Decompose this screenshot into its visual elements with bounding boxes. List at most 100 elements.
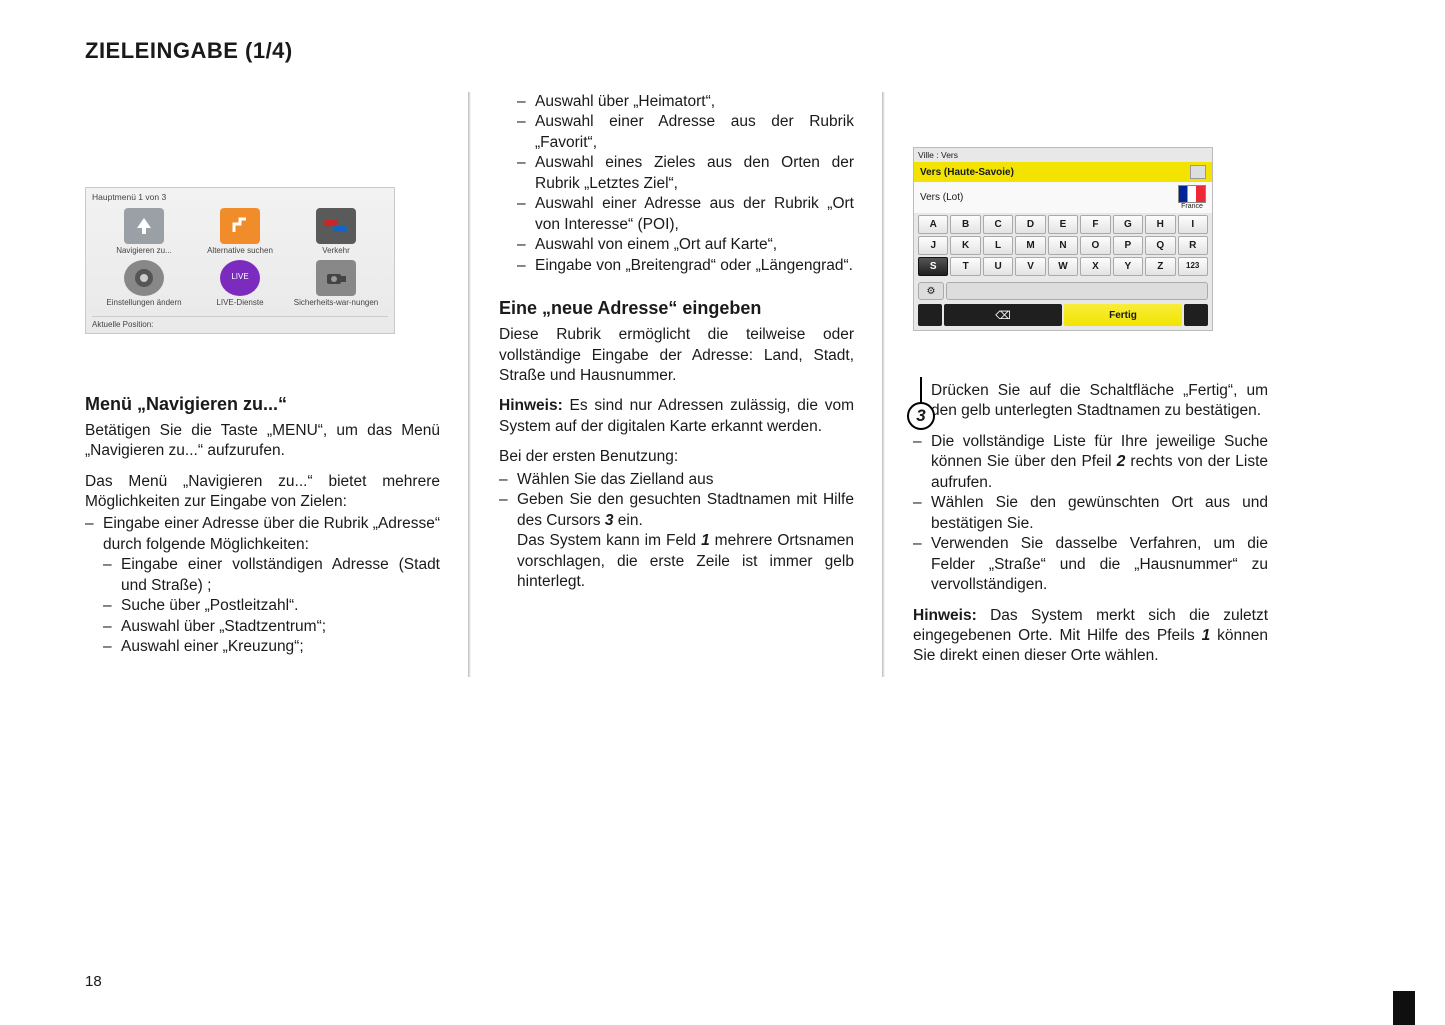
- keyboard-row: A B C D E F G H I: [918, 215, 1208, 234]
- menu-item-traffic: Verkehr: [290, 208, 382, 256]
- key: Z: [1145, 257, 1175, 276]
- key-corner-left: [918, 304, 942, 326]
- column-separator: [468, 92, 471, 677]
- key: G: [1113, 215, 1143, 234]
- menu-label: Verkehr: [322, 246, 350, 255]
- note-paragraph: Hinweis: Es sind nur Adressen zulässig, …: [499, 396, 854, 437]
- list-icon: [1190, 165, 1206, 179]
- menu-item-alternative: Alternative suchen: [194, 208, 286, 256]
- key: T: [950, 257, 980, 276]
- key: K: [950, 236, 980, 255]
- key: P: [1113, 236, 1143, 255]
- list-item: Auswahl über „Heimatort“,: [517, 92, 854, 112]
- list-text: Eingabe einer Adresse über die Rubrik „A…: [103, 515, 440, 552]
- callout-3: 3: [907, 402, 935, 430]
- flag-label: France: [1178, 203, 1206, 210]
- list-item: Wählen Sie den gewünschten Ort aus und b…: [913, 493, 1268, 534]
- column-separator: [882, 92, 885, 677]
- ref-number: 3: [605, 512, 614, 529]
- ref-number: 1: [701, 532, 710, 549]
- list-item: Wählen Sie das Zielland aus: [499, 470, 854, 490]
- spacebar: [946, 282, 1208, 300]
- menu-label: LIVE-Dienste: [216, 298, 263, 307]
- list-item: Die vollständige Liste für Ihre jeweilig…: [913, 432, 1268, 493]
- list-text: ein.: [614, 512, 643, 529]
- list-item: Eingabe einer Adresse über die Rubrik „A…: [85, 514, 440, 657]
- result-highlighted: Vers (Haute-Savoie): [914, 162, 1212, 182]
- list-item: Auswahl einer Adresse aus der Rubrik „Or…: [517, 194, 854, 235]
- list-item: Eingabe von „Breitengrad“ oder „Längengr…: [517, 256, 854, 276]
- columns: Hauptmenü 1 von 3 Navigieren zu... Alter…: [85, 92, 1380, 677]
- keyboard-figure: 1 2 3 Ville : Vers Vers (Haute-Savoie) V…: [913, 147, 1223, 331]
- key: E: [1048, 215, 1078, 234]
- result-row: Vers (Lot) France: [914, 182, 1212, 213]
- menu-screenshot: Hauptmenü 1 von 3 Navigieren zu... Alter…: [85, 187, 395, 334]
- list-item: Auswahl über „Stadtzentrum“;: [103, 617, 440, 637]
- key-active: S: [918, 257, 948, 276]
- key: M: [1015, 236, 1045, 255]
- key: C: [983, 215, 1013, 234]
- section-heading-navigate: Menü „Navigieren zu...“: [85, 394, 440, 415]
- key-corner-right: [1184, 304, 1208, 326]
- list-text: Das System kann im Feld: [517, 532, 701, 549]
- key: I: [1178, 215, 1208, 234]
- cars-icon: [316, 208, 356, 244]
- menu-header: Hauptmenü 1 von 3: [92, 192, 388, 202]
- list-item: Auswahl von einem „Ort auf Karte“,: [517, 235, 854, 255]
- list-item: Auswahl eines Zieles aus den Orten der R…: [517, 153, 854, 194]
- list-item: Eingabe einer vollständigen Adresse (Sta…: [103, 555, 440, 596]
- key: L: [983, 236, 1013, 255]
- key: U: [983, 257, 1013, 276]
- menu-label: Sicherheits-war-nungen: [294, 298, 379, 307]
- key: Q: [1145, 236, 1175, 255]
- list-item: Suche über „Postleitzahl“.: [103, 596, 440, 616]
- done-key: Fertig: [1064, 304, 1182, 326]
- key: Y: [1113, 257, 1143, 276]
- menu-label: Navigieren zu...: [116, 246, 172, 255]
- key: F: [1080, 215, 1110, 234]
- key: W: [1048, 257, 1078, 276]
- menu-item-navigate: Navigieren zu...: [98, 208, 190, 256]
- paragraph: Diese Rubrik ermöglicht die teilweise od…: [499, 325, 854, 386]
- arrow-up-icon: [124, 208, 164, 244]
- column-2: Auswahl über „Heimatort“, Auswahl einer …: [499, 92, 854, 677]
- paragraph: Betätigen Sie die Taste „MENU“, um das M…: [85, 421, 440, 462]
- page-edge-tab: [1393, 991, 1415, 1025]
- list-text: Geben Sie den gesuchten Stadtnamen mit H…: [517, 491, 854, 528]
- key: D: [1015, 215, 1045, 234]
- key: O: [1080, 236, 1110, 255]
- page-title: ZIELEINGABE (1/4): [85, 38, 1380, 64]
- paragraph: Drücken Sie auf die Schaltfläche „Fertig…: [913, 381, 1268, 422]
- key: N: [1048, 236, 1078, 255]
- menu-label: Einstellungen ändern: [106, 298, 181, 307]
- backspace-key: ⌫: [944, 304, 1062, 326]
- page-number: 18: [85, 973, 102, 990]
- menu-item-safety: Sicherheits-war-nungen: [290, 260, 382, 308]
- keyboard-row: J K L M N O P Q R: [918, 236, 1208, 255]
- gear-icon: ⚙: [918, 282, 944, 300]
- callout-line: [920, 377, 922, 403]
- column-3: 1 2 3 Ville : Vers Vers (Haute-Savoie) V…: [913, 92, 1268, 677]
- live-icon: LIVE: [220, 260, 260, 296]
- keyboard-row: S T U V W X Y Z 123: [918, 257, 1208, 276]
- key: X: [1080, 257, 1110, 276]
- column-1: Hauptmenü 1 von 3 Navigieren zu... Alter…: [85, 92, 440, 677]
- key: A: [918, 215, 948, 234]
- menu-item-live: LIVE LIVE-Dienste: [194, 260, 286, 308]
- result-text: Vers (Lot): [920, 192, 963, 203]
- key: J: [918, 236, 948, 255]
- key-numbers: 123: [1178, 257, 1208, 276]
- paragraph: Bei der ersten Benutzung:: [499, 447, 854, 467]
- menu-footer: Aktuelle Position:: [92, 316, 388, 329]
- list-item: Auswahl einer „Kreuzung“;: [103, 637, 440, 657]
- camera-icon: [316, 260, 356, 296]
- ref-number: 1: [1202, 627, 1211, 644]
- keyboard-screenshot: Ville : Vers Vers (Haute-Savoie) Vers (L…: [913, 147, 1213, 331]
- paragraph: Das Menü „Navigieren zu...“ bietet mehre…: [85, 472, 440, 513]
- key: B: [950, 215, 980, 234]
- menu-item-settings: Einstellungen ändern: [98, 260, 190, 308]
- list-item: Auswahl einer Adresse aus der Rubrik „Fa…: [517, 112, 854, 153]
- key: R: [1178, 236, 1208, 255]
- list-item: Geben Sie den gesuchten Stadtnamen mit H…: [499, 490, 854, 592]
- key: H: [1145, 215, 1175, 234]
